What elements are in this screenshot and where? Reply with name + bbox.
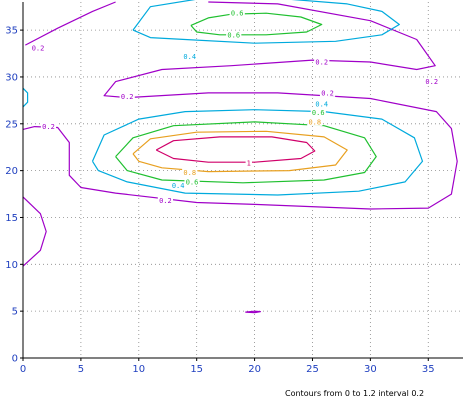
contour-label-7: 0.2 [321,89,334,97]
contour-label-bg-9 [310,108,326,117]
contour-caption: Contours from 0 to 1.2 interval 0.2 [285,389,424,398]
contour-label-9: 0.6 [312,109,325,117]
contour-label-bg-12 [245,159,252,168]
contour-label-1: 0.6 [227,31,240,39]
contour-line-5 [91,109,424,196]
contour-label-12: 1 [247,160,251,168]
contour-label-bg-14 [184,177,200,186]
y-tick-label-6: 30 [5,72,18,83]
contour-line-1 [22,1,458,210]
contour-label-14: 0.6 [186,178,199,186]
contour-label-5: 0.2 [425,78,438,86]
contour-label-13: 0.8 [183,169,196,177]
contour-label-6: 0.2 [121,93,134,101]
contour-label-bg-2 [182,52,198,61]
contour-label-bg-0 [229,9,245,18]
y-tick-label-1: 5 [12,307,18,318]
contour-label-bg-6 [119,92,135,101]
contour-label-bg-5 [424,77,440,86]
contour-label-4: 0.2 [315,58,328,66]
x-tick-label-6: 30 [364,364,377,375]
contour-line-10 [155,136,316,163]
contour-line-8 [115,121,377,184]
y-axis-ticks: 0 5 10 15 20 25 30 35 [5,26,23,365]
contour-label-bg-16 [157,196,174,205]
contour-line-7 [190,12,323,36]
x-tick-label-5: 25 [306,364,319,375]
contour-lines [22,0,458,314]
contour-label-bg-7 [319,88,336,97]
axes [22,2,463,359]
contour-line-4 [132,0,400,44]
y-tick-label-3: 15 [5,213,18,224]
y-tick-label-0: 0 [12,354,18,365]
contour-line-3 [245,310,261,314]
contour-line-9 [132,130,348,173]
contour-label-10: 0.8 [308,118,321,126]
contour-label-2: 0.4 [183,53,196,61]
x-tick-label-0: 0 [20,364,26,375]
contour-line-2 [22,196,47,267]
contour-label-11: 0.2 [42,123,55,131]
contour-label-8: 0.4 [315,101,328,109]
contour-line-6 [22,87,29,108]
contour-label-bg-3 [30,43,46,52]
contour-label-bg-1 [226,30,242,39]
contour-label-bg-11 [40,122,57,131]
x-tick-label-7: 35 [422,364,435,375]
contour-label-15: 0.4 [172,182,185,190]
contour-label-bg-10 [307,117,323,126]
x-axis-ticks: 0 5 10 15 20 25 30 35 [20,358,435,375]
y-tick-label-7: 35 [5,26,18,37]
contour-label-bg-13 [182,168,198,177]
y-tick-label-4: 20 [5,166,18,177]
x-tick-label-3: 15 [190,364,203,375]
grid-lines [23,2,463,358]
contour-label-0: 0.6 [231,10,244,18]
x-tick-label-4: 20 [248,364,261,375]
contour-label-3: 0.2 [32,44,45,52]
contour-label-bg-8 [314,100,330,109]
contour-labels: 0.60.60.40.20.20.20.2 0.20.40.60.80.210.8… [30,9,440,205]
y-tick-label-5: 25 [5,119,18,130]
y-tick-label-2: 10 [5,260,18,271]
contour-label-bg-15 [170,181,186,190]
contour-line-0 [25,1,116,46]
contour-label-bg-4 [314,57,330,66]
x-tick-label-1: 5 [78,364,84,375]
x-tick-label-2: 10 [132,364,145,375]
contour-label-16: 0.2 [159,197,172,205]
